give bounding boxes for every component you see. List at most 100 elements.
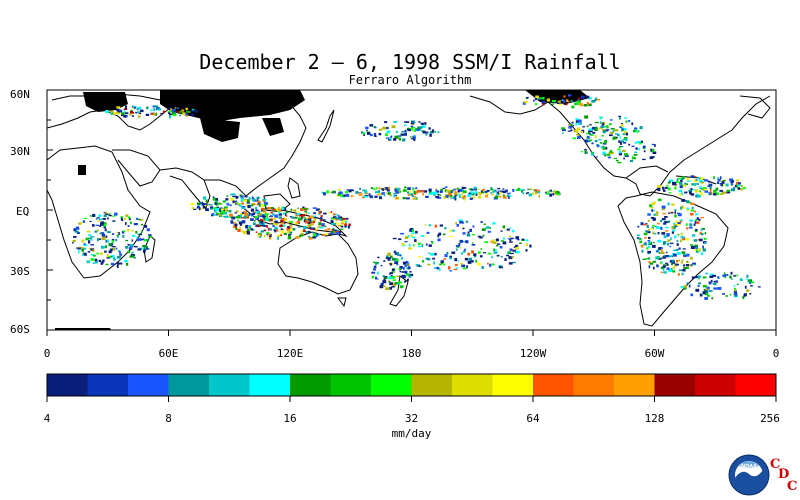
- rain-pixel: [198, 207, 201, 211]
- rain-pixel: [241, 211, 244, 215]
- rain-pixel: [708, 183, 713, 187]
- rain-pixel: [124, 259, 128, 263]
- rain-pixel: [108, 243, 113, 247]
- rain-pixel: [689, 191, 692, 195]
- rain-pixel: [672, 229, 676, 232]
- rain-pixel: [425, 257, 429, 260]
- rain-pixel: [562, 132, 564, 134]
- rain-pixel: [235, 201, 237, 204]
- rain-pixel: [404, 124, 407, 126]
- rain-pixel: [680, 184, 683, 186]
- rain-pixel: [238, 221, 243, 225]
- rain-pixel: [245, 230, 249, 234]
- rain-pixel: [112, 246, 116, 248]
- rain-pixel: [251, 213, 254, 216]
- rain-pixel: [731, 278, 734, 280]
- rain-pixel: [130, 221, 132, 225]
- rain-pixel: [660, 266, 665, 270]
- rain-pixel: [680, 179, 683, 183]
- rain-pixel: [94, 260, 98, 264]
- rain-pixel: [677, 273, 680, 276]
- rain-pixel: [624, 137, 628, 139]
- rain-pixel: [111, 240, 114, 244]
- rain-pixel: [557, 102, 560, 104]
- rain-pixel: [312, 236, 316, 239]
- rain-pixel: [583, 104, 588, 107]
- rain-pixel: [534, 98, 537, 101]
- rain-pixel: [131, 230, 134, 232]
- rain-pixel: [454, 194, 458, 197]
- rain-pixel: [449, 256, 452, 260]
- rain-pixel: [418, 121, 421, 123]
- rain-pixel: [499, 190, 504, 193]
- rain-pixel: [427, 263, 431, 266]
- rain-pixel: [697, 177, 702, 179]
- rain-pixel: [621, 128, 624, 130]
- rain-pixel: [83, 247, 87, 250]
- rain-pixel: [471, 250, 474, 254]
- rain-pixel: [673, 225, 676, 229]
- rain-pixel: [107, 240, 109, 243]
- rain-pixel: [430, 253, 435, 256]
- rain-pixel: [690, 293, 694, 297]
- rain-pixel: [588, 103, 592, 107]
- colorbar-tick-64: 64: [526, 412, 540, 425]
- rain-pixel: [205, 208, 209, 211]
- rain-pixel: [340, 226, 344, 228]
- rain-pixel: [338, 231, 341, 234]
- rain-pixel: [661, 205, 666, 209]
- rain-pixel: [266, 232, 270, 236]
- rain-pixel: [191, 110, 194, 112]
- rain-pixel: [502, 241, 507, 245]
- colorbar-swatch: [290, 374, 331, 396]
- rain-pixel: [230, 197, 234, 201]
- rain-pixel: [264, 209, 267, 211]
- rain-pixel: [484, 241, 488, 244]
- rain-pixel: [677, 259, 681, 262]
- rain-pixel: [385, 126, 389, 130]
- rain-pixel: [571, 105, 575, 109]
- rain-pixel: [681, 259, 684, 262]
- rain-pixel: [85, 237, 89, 241]
- rain-pixel: [90, 258, 95, 261]
- rain-pixel: [663, 222, 667, 225]
- rain-pixel: [550, 190, 553, 193]
- rain-pixel: [700, 252, 704, 256]
- rain-pixel: [302, 206, 305, 209]
- rain-pixel: [624, 117, 627, 119]
- rain-pixel: [190, 113, 195, 117]
- rain-pixel: [534, 189, 538, 192]
- rain-pixel: [277, 236, 280, 240]
- rain-pixel: [680, 286, 685, 289]
- rain-pixel: [395, 197, 399, 200]
- rain-pixel: [416, 189, 421, 193]
- rain-pixel: [111, 215, 116, 217]
- rain-pixel: [332, 217, 337, 221]
- rain-pixel: [364, 191, 367, 194]
- rain-pixel: [561, 99, 564, 101]
- rain-pixel: [683, 253, 687, 256]
- rain-pixel: [296, 212, 301, 216]
- rain-pixel: [664, 216, 668, 218]
- rain-pixel: [746, 289, 750, 292]
- lon-label-60e: 60E: [159, 347, 179, 360]
- rain-pixel: [335, 221, 337, 225]
- rain-pixel: [669, 242, 674, 245]
- rain-pixel: [400, 232, 404, 235]
- rain-pixel: [657, 185, 662, 189]
- rain-pixel: [358, 192, 363, 196]
- rain-pixel: [425, 234, 427, 237]
- rain-pixel: [614, 129, 619, 132]
- rain-pixel: [681, 205, 684, 209]
- rain-pixel: [665, 255, 670, 258]
- rain-pixel: [410, 234, 413, 238]
- rain-pixel: [304, 210, 308, 213]
- rain-pixel: [698, 178, 703, 182]
- rain-pixel: [407, 278, 409, 281]
- rain-pixel: [555, 190, 557, 194]
- rain-pixel: [610, 128, 615, 130]
- rain-pixel: [663, 255, 667, 257]
- rain-pixel: [407, 235, 410, 238]
- rain-pixel: [338, 216, 342, 218]
- rain-pixel: [455, 245, 460, 247]
